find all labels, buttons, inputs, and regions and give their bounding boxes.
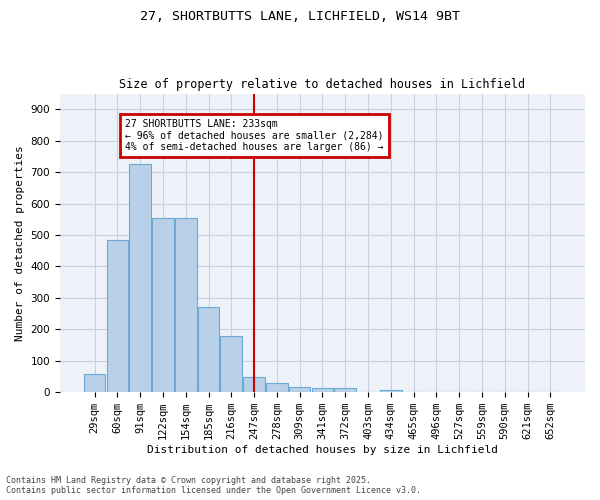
Bar xyxy=(311,388,333,392)
Bar xyxy=(266,383,288,392)
Bar xyxy=(152,218,174,392)
Text: Contains HM Land Registry data © Crown copyright and database right 2025.
Contai: Contains HM Land Registry data © Crown c… xyxy=(6,476,421,495)
Y-axis label: Number of detached properties: Number of detached properties xyxy=(15,145,25,341)
Title: Size of property relative to detached houses in Lichfield: Size of property relative to detached ho… xyxy=(119,78,526,91)
Bar xyxy=(243,377,265,392)
Bar xyxy=(107,240,128,392)
Bar xyxy=(197,307,220,392)
X-axis label: Distribution of detached houses by size in Lichfield: Distribution of detached houses by size … xyxy=(147,445,498,455)
Bar xyxy=(289,387,310,392)
Bar xyxy=(175,218,197,392)
Bar xyxy=(334,388,356,392)
Bar xyxy=(84,374,106,392)
Text: 27 SHORTBUTTS LANE: 233sqm
← 96% of detached houses are smaller (2,284)
4% of se: 27 SHORTBUTTS LANE: 233sqm ← 96% of deta… xyxy=(125,118,384,152)
Bar xyxy=(130,164,151,392)
Text: 27, SHORTBUTTS LANE, LICHFIELD, WS14 9BT: 27, SHORTBUTTS LANE, LICHFIELD, WS14 9BT xyxy=(140,10,460,23)
Bar xyxy=(380,390,401,392)
Bar xyxy=(220,336,242,392)
